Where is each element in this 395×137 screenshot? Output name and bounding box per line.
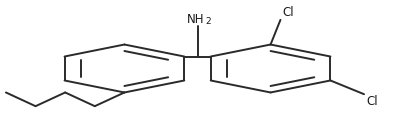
Text: Cl: Cl bbox=[366, 95, 378, 108]
Text: NH: NH bbox=[187, 13, 204, 26]
Text: Cl: Cl bbox=[282, 6, 294, 19]
Text: 2: 2 bbox=[206, 17, 211, 26]
